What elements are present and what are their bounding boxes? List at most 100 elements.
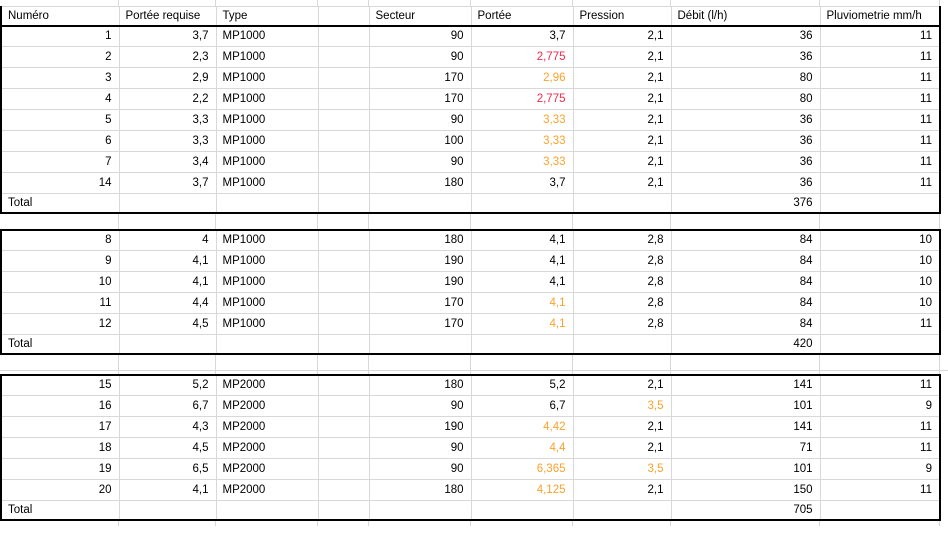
cell[interactable]: 4,1 (470, 313, 574, 335)
empty-cell[interactable] (317, 229, 370, 251)
cell[interactable]: MP2000 (215, 479, 319, 501)
cell[interactable]: 10 (0, 271, 120, 293)
cell[interactable]: 190 (368, 271, 472, 293)
empty-cell[interactable] (572, 370, 671, 374)
cell[interactable]: 2,1 (572, 67, 672, 89)
empty-cell[interactable] (317, 520, 369, 526)
cell[interactable]: 17 (0, 416, 120, 438)
empty-cell[interactable] (317, 250, 370, 272)
cell[interactable]: 84 (670, 271, 821, 293)
cell[interactable]: 6 (0, 130, 120, 152)
cell[interactable]: 4,1 (470, 292, 574, 314)
col-header-secteur[interactable]: Secteur (368, 6, 472, 27)
empty-cell[interactable] (939, 214, 948, 229)
empty-cell[interactable] (368, 193, 472, 213)
empty-cell[interactable] (470, 520, 573, 526)
cell[interactable]: 170 (368, 67, 472, 89)
empty-cell[interactable] (470, 193, 574, 213)
cell[interactable]: 2,1 (572, 46, 672, 68)
empty-cell[interactable] (819, 370, 940, 374)
total-value-cell[interactable]: 420 (670, 334, 821, 354)
empty-cell[interactable] (572, 334, 672, 354)
col-header-pluviometrie[interactable]: Pluviometrie mm/h (819, 6, 941, 27)
cell[interactable]: 3,7 (118, 25, 217, 47)
cell[interactable]: 4,5 (118, 437, 217, 459)
cell[interactable]: 180 (368, 479, 472, 501)
cell[interactable]: 4,1 (470, 250, 574, 272)
cell[interactable]: 4,1 (118, 271, 217, 293)
cell[interactable]: 90 (368, 151, 472, 173)
cell[interactable]: 2,8 (572, 250, 672, 272)
empty-cell[interactable] (368, 370, 471, 374)
cell[interactable]: MP1000 (215, 25, 319, 47)
empty-cell[interactable] (118, 334, 217, 354)
empty-cell[interactable] (819, 0, 940, 6)
empty-cell[interactable] (317, 334, 370, 354)
cell[interactable]: 2 (0, 46, 120, 68)
empty-cell[interactable] (572, 500, 672, 520)
cell[interactable]: 2,1 (572, 374, 672, 396)
cell[interactable]: 90 (368, 109, 472, 131)
cell[interactable]: 10 (819, 292, 941, 314)
empty-cell[interactable] (368, 520, 471, 526)
empty-cell[interactable] (572, 520, 671, 526)
cell[interactable]: 4 (118, 229, 217, 251)
empty-cell[interactable] (670, 0, 820, 6)
empty-cell[interactable] (819, 354, 940, 371)
empty-cell[interactable] (368, 0, 471, 6)
cell[interactable]: 3,33 (470, 151, 574, 173)
cell[interactable]: 11 (819, 374, 941, 396)
total-label-cell[interactable]: Total (0, 500, 120, 520)
empty-cell[interactable] (317, 271, 370, 293)
empty-cell[interactable] (317, 313, 370, 335)
empty-cell[interactable] (470, 0, 573, 6)
cell[interactable]: 9 (819, 458, 941, 480)
cell[interactable]: 4,1 (470, 229, 574, 251)
total-value-cell[interactable]: 376 (670, 193, 821, 213)
cell[interactable]: 11 (819, 67, 941, 89)
total-value-cell[interactable]: 705 (670, 500, 821, 520)
cell[interactable]: 80 (670, 67, 821, 89)
empty-cell[interactable] (317, 437, 370, 459)
cell[interactable]: 6,7 (118, 395, 217, 417)
empty-cell[interactable] (317, 193, 370, 213)
empty-cell[interactable] (470, 213, 573, 229)
empty-cell[interactable] (470, 354, 573, 371)
cell[interactable]: 18 (0, 437, 120, 459)
empty-cell[interactable] (317, 46, 370, 68)
cell[interactable]: MP1000 (215, 292, 319, 314)
cell[interactable]: 180 (368, 374, 472, 396)
empty-cell[interactable] (317, 67, 370, 89)
cell[interactable]: 84 (670, 313, 821, 335)
cell[interactable]: 4,1 (470, 271, 574, 293)
cell[interactable]: MP2000 (215, 374, 319, 396)
cell[interactable]: 3,3 (118, 130, 217, 152)
cell[interactable]: 4,125 (470, 479, 574, 501)
empty-cell[interactable] (819, 500, 941, 520)
empty-cell[interactable] (215, 370, 318, 374)
empty-cell[interactable] (317, 0, 369, 6)
empty-cell[interactable] (118, 0, 216, 6)
cell[interactable]: 14 (0, 172, 120, 194)
empty-cell[interactable] (0, 370, 119, 374)
empty-cell[interactable] (118, 213, 216, 229)
empty-cell[interactable] (317, 130, 370, 152)
cell[interactable]: 16 (0, 395, 120, 417)
col-header-type[interactable]: Type (215, 6, 319, 27)
empty-cell[interactable] (368, 213, 471, 229)
cell[interactable]: 180 (368, 229, 472, 251)
cell[interactable]: 3,33 (470, 109, 574, 131)
cell[interactable]: 2,1 (572, 416, 672, 438)
cell[interactable]: 3 (0, 67, 120, 89)
cell[interactable]: 170 (368, 88, 472, 110)
cell[interactable]: 2,1 (572, 109, 672, 131)
empty-cell[interactable] (572, 0, 671, 6)
cell[interactable]: 4,3 (118, 416, 217, 438)
cell[interactable]: 5 (0, 109, 120, 131)
empty-cell[interactable] (118, 354, 216, 371)
cell[interactable]: 2,8 (572, 292, 672, 314)
cell[interactable]: 4,42 (470, 416, 574, 438)
total-label-cell[interactable]: Total (0, 193, 120, 213)
cell[interactable]: 2,3 (118, 46, 217, 68)
empty-cell[interactable] (317, 479, 370, 501)
